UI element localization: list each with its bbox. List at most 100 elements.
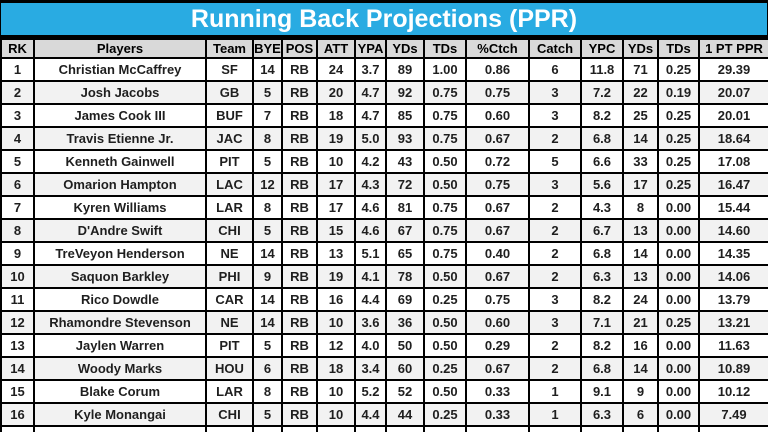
- cell: 0.25: [423, 402, 467, 427]
- column-header-14-1-pt-ppr: 1 PT PPR: [698, 38, 768, 59]
- cell: [465, 425, 530, 432]
- cell: 24: [316, 57, 356, 82]
- column-header-13-tds: TDs: [657, 38, 700, 59]
- cell: 6: [252, 356, 283, 381]
- cell: 36: [385, 310, 425, 335]
- cell: RB: [281, 287, 318, 312]
- cell: BUF: [205, 103, 254, 128]
- cell: 4.4: [354, 287, 387, 312]
- cell: 6.3: [580, 402, 624, 427]
- table-row: 5 Kenneth Gainwell PIT 5 RB 10 4.2 43 0.50 0.72 5 6…: [0, 149, 768, 174]
- cell: CHI: [205, 218, 254, 243]
- cell: 0.25: [657, 57, 700, 82]
- cell: 3: [528, 172, 582, 197]
- cell: [423, 425, 467, 432]
- cell: 3.6: [354, 310, 387, 335]
- cell: 0.75: [423, 195, 467, 220]
- cell: 89: [385, 57, 425, 82]
- cell: 0.25: [657, 172, 700, 197]
- cell: PIT: [205, 333, 254, 358]
- cell: 17: [316, 195, 356, 220]
- cell: HOU: [205, 356, 254, 381]
- cell: 85: [385, 103, 425, 128]
- table-row: 4 Travis Etienne Jr. JAC 8 RB 19 5.0 93 0.75 0.67…: [0, 126, 768, 151]
- table-row: 7 Kyren Williams LAR 8 RB 17 4.6 81 0.75 0.67 2 4.3…: [0, 195, 768, 220]
- cell: 8.2: [580, 103, 624, 128]
- cell: 10.12: [698, 379, 768, 404]
- cell: 2: [528, 218, 582, 243]
- cell: 16: [0, 402, 35, 427]
- cell: 0.67: [465, 356, 530, 381]
- cell: 4.0: [354, 333, 387, 358]
- cell: 6: [528, 57, 582, 82]
- cell: 8: [252, 126, 283, 151]
- cell: RB: [281, 402, 318, 427]
- table-row: 11 Rico Dowdle CAR 14 RB 16 4.4 69 0.25 0.75 3 8.2 2…: [0, 287, 768, 312]
- cell: 17.08: [698, 149, 768, 174]
- table-title-banner: Running Back Projections (PPR): [0, 0, 768, 38]
- cell: RB: [281, 333, 318, 358]
- cell: 16.47: [698, 172, 768, 197]
- cell: 6.8: [580, 356, 624, 381]
- cell: GB: [205, 80, 254, 105]
- cell: 0.50: [423, 172, 467, 197]
- cell: 5: [252, 149, 283, 174]
- column-header-11-ypc: YPC: [580, 38, 624, 59]
- cell: 5: [252, 80, 283, 105]
- cell: 10: [316, 149, 356, 174]
- cell: 12: [316, 333, 356, 358]
- cell: 13.21: [698, 310, 768, 335]
- cell: 4.3: [580, 195, 624, 220]
- cell: 1: [0, 57, 35, 82]
- cell: 1: [528, 402, 582, 427]
- table-row: 9 TreVeyon Henderson NE 14 RB 13 5.1 65 0.75 0.40…: [0, 241, 768, 266]
- cell: 5: [0, 149, 35, 174]
- cell: 6.8: [580, 241, 624, 266]
- cell: 20.01: [698, 103, 768, 128]
- table-row: 16 Kyle Monangai CHI 5 RB 10 4.4 44 0.25 0.33 1 6.3…: [0, 402, 768, 427]
- cell: 0.75: [465, 80, 530, 105]
- cell: 0.40: [465, 241, 530, 266]
- cell: 69: [385, 287, 425, 312]
- cell: 0.67: [465, 126, 530, 151]
- cell: 14: [252, 57, 283, 82]
- cell: PHI: [205, 264, 254, 289]
- cell: LAR: [205, 379, 254, 404]
- player-name-cell: Kenneth Gainwell: [33, 149, 207, 174]
- cell: 14: [252, 287, 283, 312]
- cell: 2: [528, 333, 582, 358]
- player-name-cell: Josh Jacobs: [33, 80, 207, 105]
- cell: [354, 425, 387, 432]
- cell: 12: [0, 310, 35, 335]
- cell: 0.50: [423, 149, 467, 174]
- column-header-1-players: Players: [33, 38, 207, 59]
- table-row: 6 Omarion Hampton LAC 12 RB 17 4.3 72 0.50 0.75 3 5…: [0, 172, 768, 197]
- cell: 6.6: [580, 149, 624, 174]
- cell: 11.63: [698, 333, 768, 358]
- player-name-cell: Kyle Monangai: [33, 402, 207, 427]
- cell: 3.4: [354, 356, 387, 381]
- cell: 25: [622, 103, 659, 128]
- page-title: Running Back Projections (PPR): [190, 4, 578, 33]
- column-header-9--ctch: %Ctch: [465, 38, 530, 59]
- player-name-cell: Jaylen Warren: [33, 333, 207, 358]
- cell: 0.75: [465, 287, 530, 312]
- cell: 0.25: [423, 287, 467, 312]
- cell: 7: [0, 195, 35, 220]
- cell: 5: [252, 333, 283, 358]
- cell: 0.86: [465, 57, 530, 82]
- cell: 0.50: [423, 379, 467, 404]
- cell: 14.60: [698, 218, 768, 243]
- cell: [657, 425, 700, 432]
- cell: 4: [0, 126, 35, 151]
- player-name-cell: Travis Etienne Jr.: [33, 126, 207, 151]
- player-name-cell: TreVeyon Henderson: [33, 241, 207, 266]
- cell: RB: [281, 310, 318, 335]
- cell: 78: [385, 264, 425, 289]
- cell: 0.72: [465, 149, 530, 174]
- cell: 13: [0, 333, 35, 358]
- cell: 4.3: [354, 172, 387, 197]
- cell: 14: [252, 310, 283, 335]
- cell: 8: [252, 195, 283, 220]
